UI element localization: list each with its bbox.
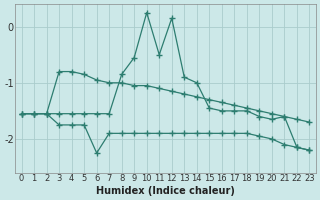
X-axis label: Humidex (Indice chaleur): Humidex (Indice chaleur) (96, 186, 235, 196)
